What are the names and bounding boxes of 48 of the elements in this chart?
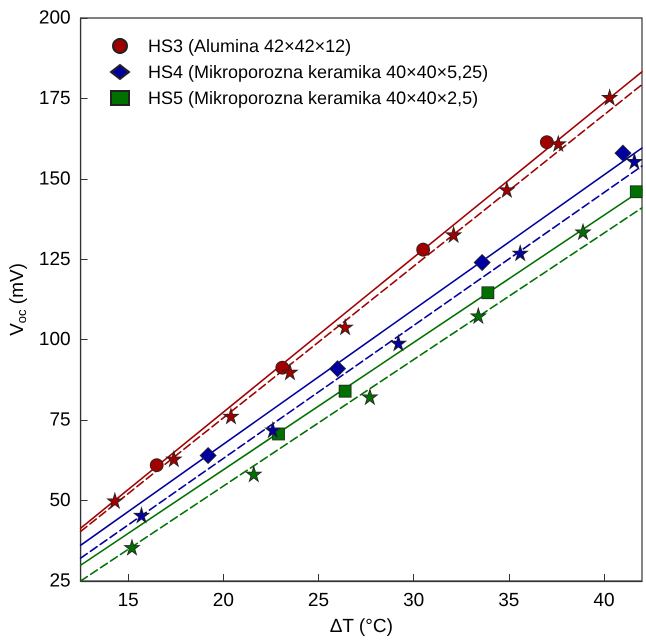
point — [498, 182, 515, 198]
y-tick-label: 50 — [49, 490, 71, 512]
y-tick-label: 125 — [38, 248, 71, 270]
x-tick-label: 35 — [498, 590, 520, 611]
point — [362, 388, 378, 405]
point — [166, 450, 182, 467]
point — [512, 244, 528, 261]
y-tick-label: 100 — [38, 329, 71, 350]
x-tick-label: 30 — [403, 590, 424, 611]
y-tick-label: 150 — [38, 168, 71, 190]
point — [390, 335, 406, 351]
point — [474, 254, 491, 271]
point — [124, 539, 140, 556]
point — [337, 318, 354, 335]
y-tick-label: 175 — [38, 88, 71, 109]
point — [416, 242, 430, 257]
point — [246, 466, 262, 482]
y-tick-label: 200 — [38, 8, 71, 28]
point — [282, 364, 298, 380]
x-tick-label: 25 — [308, 590, 330, 611]
y-tick-label: 75 — [49, 410, 71, 431]
point — [626, 153, 642, 170]
point — [223, 408, 239, 424]
y-axis-title: Voc (mV) — [7, 263, 29, 336]
point — [470, 308, 486, 324]
x-tick-label: 20 — [212, 590, 234, 611]
point — [200, 447, 217, 464]
x-tick-label: 40 — [593, 590, 615, 611]
x-tick-label: 15 — [118, 590, 139, 611]
point — [106, 492, 123, 508]
legend-label: HS5 (Mikroporozna keramika 40×40×2,5) — [148, 88, 478, 108]
point — [329, 360, 346, 378]
point — [338, 384, 352, 398]
point — [575, 224, 591, 240]
point — [614, 144, 632, 162]
point — [446, 226, 462, 242]
x-axis-title: ΔT (°C) — [330, 616, 393, 637]
legend-label: HS4 (Mikroporozna keramika 40×40×5,25) — [148, 62, 488, 82]
point — [150, 458, 164, 472]
y-tick-label: 25 — [49, 570, 71, 592]
legend-label: HS3 (Alumina 42×42×12) — [148, 36, 352, 56]
point — [602, 89, 618, 106]
point — [264, 422, 281, 438]
point — [550, 136, 566, 152]
point — [134, 507, 150, 523]
point — [540, 135, 554, 150]
point — [630, 185, 643, 198]
point — [481, 286, 494, 300]
